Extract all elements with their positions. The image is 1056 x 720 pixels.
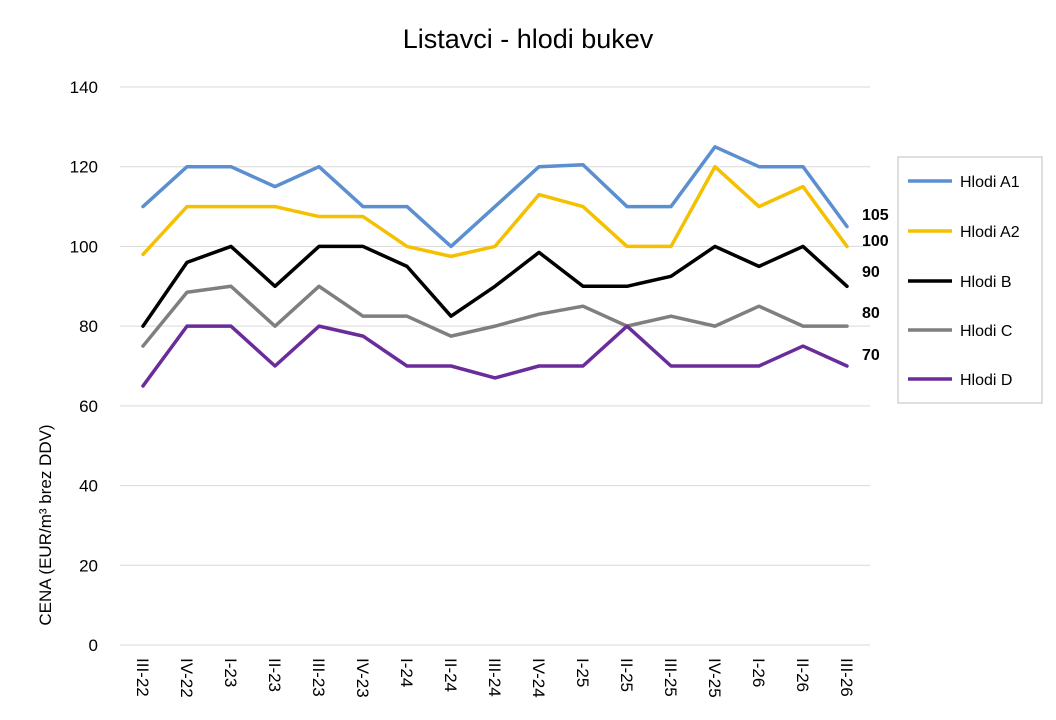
x-tick-label: III-22: [133, 658, 152, 697]
legend: Hlodi A1 Hlodi A2 Hlodi B Hlodi C Hlodi D: [897, 156, 1043, 404]
y-tick-label: 0: [89, 636, 98, 655]
x-tick-label: II-24: [441, 658, 460, 692]
series-line-hlodi-b: [141, 244, 849, 328]
end-value-label: 100: [862, 233, 889, 250]
x-tick-label: IV-22: [177, 658, 196, 698]
y-tick-label: 80: [79, 317, 98, 336]
y-tick-label: 20: [79, 556, 98, 575]
series-line-hlodi-d: [141, 324, 849, 388]
legend-label-hlodi-b: Hlodi B: [960, 274, 1012, 291]
x-tick-label: III-24: [485, 658, 504, 697]
series-lines: [141, 145, 849, 388]
x-tick-label: I-26: [749, 658, 768, 687]
y-axis-label: CENA (EUR/m³ brez DDV): [36, 424, 55, 625]
x-tick-label: I-25: [573, 658, 592, 687]
end-value-label: 90: [862, 264, 880, 281]
end-value-label: 70: [862, 347, 880, 364]
y-tick-label: 60: [79, 397, 98, 416]
x-tick-label: III-23: [309, 658, 328, 697]
x-tick-label: III-25: [661, 658, 680, 697]
series-line-hlodi-c: [141, 284, 849, 348]
end-value-labels: 105 100 90 80 70: [862, 207, 889, 364]
x-tick-label: IV-24: [529, 658, 548, 698]
y-tick-label: 120: [70, 158, 98, 177]
series-line-hlodi-a1: [141, 145, 849, 249]
x-tick-label: I-23: [221, 658, 240, 687]
end-value-label: 80: [862, 305, 880, 322]
x-tick-label: II-25: [617, 658, 636, 692]
chart-title: Listavci - hlodi bukev: [403, 24, 654, 54]
x-axis-ticks: III-22 IV-22 I-23 II-23 III-23 IV-23 I-24 II-24…: [133, 658, 856, 698]
y-tick-label: 140: [70, 78, 98, 97]
y-axis-ticks: 0 20 40 60 80 100 120 140: [70, 78, 98, 655]
legend-label-hlodi-c: Hlodi C: [960, 323, 1012, 340]
legend-label-hlodi-a1: Hlodi A1: [960, 174, 1020, 191]
y-tick-label: 100: [70, 237, 98, 256]
series-line-hlodi-a2: [141, 164, 849, 259]
x-tick-label: I-24: [397, 658, 416, 687]
x-tick-label: III-26: [837, 658, 856, 697]
legend-label-hlodi-d: Hlodi D: [960, 372, 1012, 389]
y-tick-label: 40: [79, 477, 98, 496]
x-tick-label: IV-25: [705, 658, 724, 698]
x-tick-label: II-23: [265, 658, 284, 692]
legend-label-hlodi-a2: Hlodi A2: [960, 224, 1020, 241]
x-tick-label: IV-23: [353, 658, 372, 698]
x-tick-label: II-26: [793, 658, 812, 692]
end-value-label: 105: [862, 207, 889, 224]
